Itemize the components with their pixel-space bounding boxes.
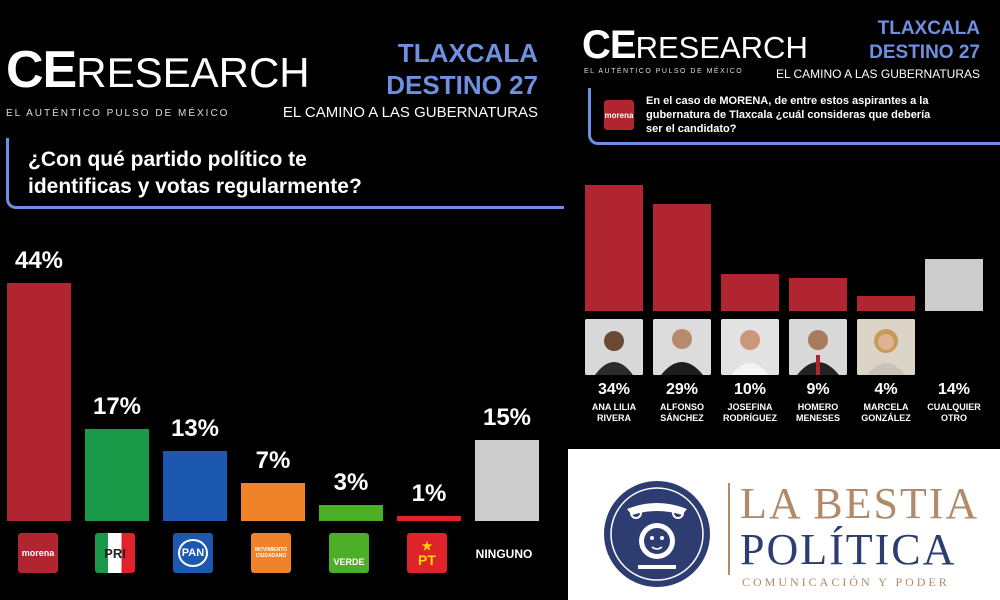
- lion-column-emblem-icon: [604, 481, 710, 587]
- question-line-1: ¿Con qué partido político te: [28, 148, 307, 171]
- logo-divider: [728, 483, 730, 575]
- header-subtitle-small: EL CAMINO A LAS GUBERNATURAS: [775, 67, 980, 81]
- question-line-2: identificas y votas regularmente?: [28, 175, 362, 198]
- logo-ce-text: CE: [6, 41, 77, 99]
- logo-tagline: EL AUTÉNTICO PULSO DE MÉXICO: [6, 108, 230, 119]
- bar-ninguno: [475, 439, 539, 521]
- pt-logo-icon: ★ PT: [407, 533, 447, 573]
- right-chart-panel: CERESEARCH EL AUTÉNTICO PULSO DE MÉXICO …: [568, 0, 1000, 445]
- candidate-pct-3: 9%: [806, 381, 830, 398]
- candidate-name-2: JOSEFINA RODRÍGUEZ: [723, 402, 777, 423]
- candidate-photo-josefina: [721, 319, 779, 375]
- bar-label-mc: 7%: [255, 447, 291, 475]
- logo-research-text-small: RESEARCH: [635, 30, 808, 65]
- question-text-small: En el caso de MORENA, de entre estos asp…: [646, 94, 930, 136]
- candidate-pct-2: 10%: [733, 381, 767, 398]
- question-text: ¿Con qué partido político te identificas…: [28, 146, 362, 200]
- ninguno-label: NINGUNO: [475, 547, 533, 561]
- header-state-small: TLAXCALA: [877, 18, 980, 39]
- candidate-name-1: ALFONSO SÁNCHEZ: [660, 402, 704, 423]
- bar-pri: [85, 429, 149, 521]
- question-small-line-1: En el caso de MORENA, de entre estos asp…: [646, 95, 929, 107]
- logo-tagline-bestia: COMUNICACIÓN Y PODER: [742, 575, 950, 589]
- bar-label-pri: 17%: [92, 393, 142, 421]
- candidate-bar-1: [653, 203, 711, 311]
- bar-pt: [397, 515, 461, 521]
- bar-morena: [7, 283, 71, 521]
- mc-logo-icon: MOVIMIENTO CIUDADANO: [251, 533, 291, 573]
- candidate-name-0: ANA LILIA RIVERA: [591, 402, 637, 423]
- logo-ce-text-small: CE: [582, 23, 637, 67]
- candidate-bar-2: [721, 273, 779, 311]
- candidate-photo-homero: [789, 319, 847, 375]
- candidate-pct-5: 14%: [937, 381, 971, 398]
- question-small-line-2: gubernatura de Tlaxcala ¿cuál consideras…: [646, 109, 931, 121]
- morena-badge-icon: morena: [604, 100, 634, 130]
- morena-logo-icon: morena: [18, 533, 58, 573]
- candidate-pct-0: 34%: [597, 381, 631, 398]
- candidate-bar-3: [789, 277, 847, 311]
- verde-logo-icon: VERDE: [329, 533, 369, 573]
- candidate-name-3: HOMERO MENESES: [795, 402, 840, 423]
- bar-label-verde: 3%: [333, 468, 369, 496]
- bar-verde: [319, 504, 383, 521]
- header-state: TLAXCALA: [397, 38, 538, 68]
- candidate-name-5: CUALQUIER OTRO: [927, 402, 981, 423]
- pan-logo-icon: PAN: [173, 533, 213, 573]
- logo-tagline-small: EL AUTÉNTICO PULSO DE MÉXICO: [584, 68, 744, 75]
- ce-research-logo: CERESEARCH: [6, 42, 310, 101]
- header-subtitle: EL CAMINO A LAS GUBERNATURAS: [282, 104, 538, 121]
- candidate-pct-1: 29%: [665, 381, 699, 398]
- bar-mc: [241, 483, 305, 521]
- candidate-photo-marcela: [857, 319, 915, 375]
- bar-pan: [163, 450, 227, 521]
- header-edition: DESTINO 27: [386, 70, 538, 100]
- left-chart-panel: CERESEARCH EL AUTÉNTICO PULSO DE MÉXICO …: [6, 38, 564, 573]
- logo-research-text: RESEARCH: [76, 49, 310, 96]
- question-box-small: [588, 88, 1000, 145]
- ce-research-logo-small: CERESEARCH: [582, 24, 808, 69]
- bar-label-pt: 1%: [411, 479, 447, 507]
- pri-logo-icon: PRI: [95, 533, 135, 573]
- candidate-photo-alfonso: [653, 319, 711, 375]
- logo-line-2: POLÍTICA: [740, 525, 957, 574]
- question-box: [6, 138, 564, 209]
- bar-label-pan: 13%: [170, 414, 220, 442]
- candidate-name-4: MARCELA GONZÁLEZ: [861, 402, 911, 423]
- candidate-photo-ana-lilia: [585, 319, 643, 375]
- question-small-line-3: ser el candidato?: [646, 123, 737, 135]
- candidate-bar-5: [925, 259, 983, 311]
- candidate-bar-0: [585, 185, 643, 311]
- candidate-pct-4: 4%: [874, 381, 898, 398]
- logo-line-1: LA BESTIA: [740, 479, 980, 528]
- header-edition-small: DESTINO 27: [869, 42, 980, 63]
- candidate-bar-4: [857, 296, 915, 311]
- bar-label-ninguno: 15%: [482, 403, 532, 431]
- bar-label-morena: 44%: [14, 247, 64, 274]
- la-bestia-politica-logo: LA BESTIA POLÍTICA COMUNICACIÓN Y PODER: [568, 449, 1000, 600]
